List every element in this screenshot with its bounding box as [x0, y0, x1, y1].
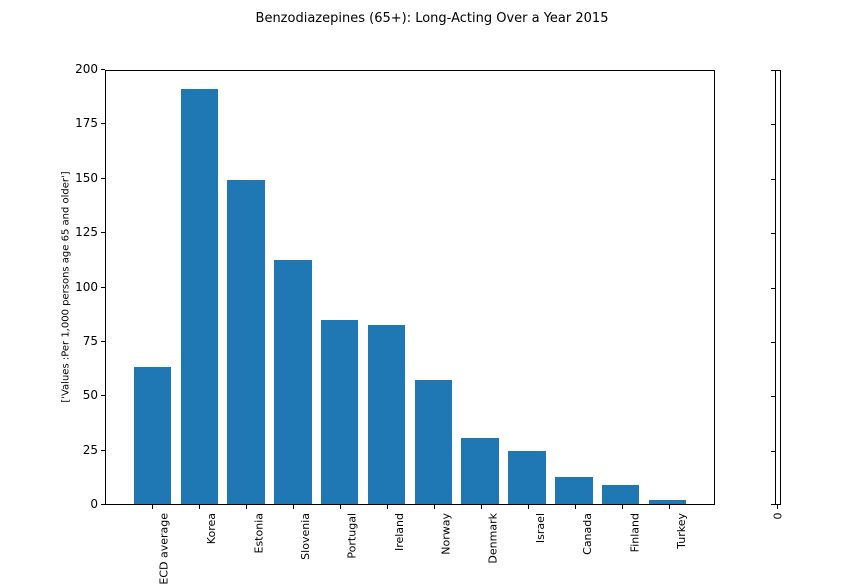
bar-portugal: [321, 319, 359, 504]
secondary-axis-xtick-mark: [777, 505, 778, 509]
y-tick-mark: [101, 232, 105, 234]
x-tick-slot: Estonia: [222, 505, 269, 576]
bar-canada: [555, 476, 593, 504]
x-tick-slot: Turkey: [645, 505, 692, 576]
y-tick-mark: [101, 123, 105, 125]
y-tick-label: 75: [82, 333, 98, 348]
y-tick-label: 100: [75, 279, 98, 294]
y-tick-label: 25: [82, 442, 98, 457]
secondary-axis-tick-mark: [771, 70, 775, 71]
bar-finland: [601, 484, 640, 504]
x-tick-slot: Norway: [410, 505, 457, 576]
plot-area: [105, 70, 715, 505]
x-tick-mark: [668, 505, 670, 509]
y-tick-mark: [101, 286, 105, 288]
bar-slot: [269, 71, 316, 504]
bar-slot: [223, 71, 270, 504]
bar-denmark: [461, 437, 499, 504]
x-tick-slot: Denmark: [457, 505, 504, 576]
x-tick-slot: ECD average: [128, 505, 175, 585]
chart-title: Benzodiazepines (65+): Long-Acting Over …: [255, 11, 609, 26]
secondary-axis-tick-mark: [771, 124, 775, 126]
bar-slot: [597, 71, 644, 504]
x-tick-mark: [574, 505, 576, 509]
secondary-axis-tick-mark: [771, 233, 775, 235]
bar-ireland: [367, 325, 406, 504]
secondary-axis-tick-mark: [771, 287, 775, 289]
bar-norway: [414, 379, 453, 504]
secondary-axis-tick-mark: [771, 450, 775, 452]
x-tick-slot: Portugal: [316, 505, 363, 576]
y-tick-label: 200: [75, 62, 98, 76]
x-tick-mark: [151, 505, 153, 509]
bar-estonia: [227, 180, 265, 504]
y-tick-mark: [101, 69, 105, 70]
y-tick-mark: [101, 177, 105, 179]
bar-slot: [550, 71, 597, 504]
x-tick-mark: [198, 505, 200, 509]
y-tick-mark: [101, 449, 105, 451]
secondary-axis: [775, 70, 781, 505]
x-tick-slot: Canada: [551, 505, 598, 576]
x-tick-mark: [386, 505, 388, 509]
y-tick-mark: [101, 395, 105, 397]
secondary-axis-xtick-label: 0: [771, 512, 785, 520]
x-tick-slot: Finland: [598, 505, 645, 576]
x-tick-slot: Korea: [175, 505, 222, 576]
x-tick-slot: Israel: [504, 505, 551, 576]
bar-slot: [129, 71, 176, 504]
x-tick-slot: Slovenia: [269, 505, 316, 576]
x-tick-mark: [245, 505, 247, 509]
y-tick-label: 50: [82, 388, 98, 403]
y-tick-label: 175: [75, 116, 98, 131]
secondary-axis-tick-mark: [771, 396, 775, 398]
bar-slot: [316, 71, 363, 504]
bar-slot: [363, 71, 410, 504]
bar-slot: [504, 71, 551, 504]
y-tick-label: 150: [75, 170, 98, 185]
bar-slovenia: [274, 260, 312, 504]
x-tick-mark: [433, 505, 435, 509]
secondary-axis-tick-mark: [771, 341, 775, 343]
y-tick-mark: [101, 504, 105, 505]
x-tick-mark: [339, 505, 341, 509]
bar-slot: [457, 71, 504, 504]
x-axis-ticks: ECD average Korea Estonia Slovenia Portugal I…: [105, 505, 715, 585]
x-tick-slot: Ireland: [363, 505, 410, 576]
bar-turkey: [648, 499, 687, 504]
x-tick-mark: [480, 505, 482, 509]
y-tick-label: 125: [75, 225, 98, 240]
y-tick-label: 0: [90, 497, 98, 511]
x-tick-mark: [527, 505, 529, 509]
bar-slot: [410, 71, 457, 504]
bar-slot: [644, 71, 691, 504]
bar-korea: [180, 89, 218, 504]
bar-ecd-average: [133, 366, 172, 504]
secondary-axis-tick-mark: [771, 504, 775, 505]
x-tick-mark: [621, 505, 623, 509]
secondary-axis-tick-mark: [771, 178, 775, 180]
bar-israel: [508, 450, 546, 504]
x-tick-mark: [292, 505, 294, 509]
bars-container: [106, 71, 714, 504]
y-tick-mark: [101, 340, 105, 342]
bar-slot: [176, 71, 223, 504]
